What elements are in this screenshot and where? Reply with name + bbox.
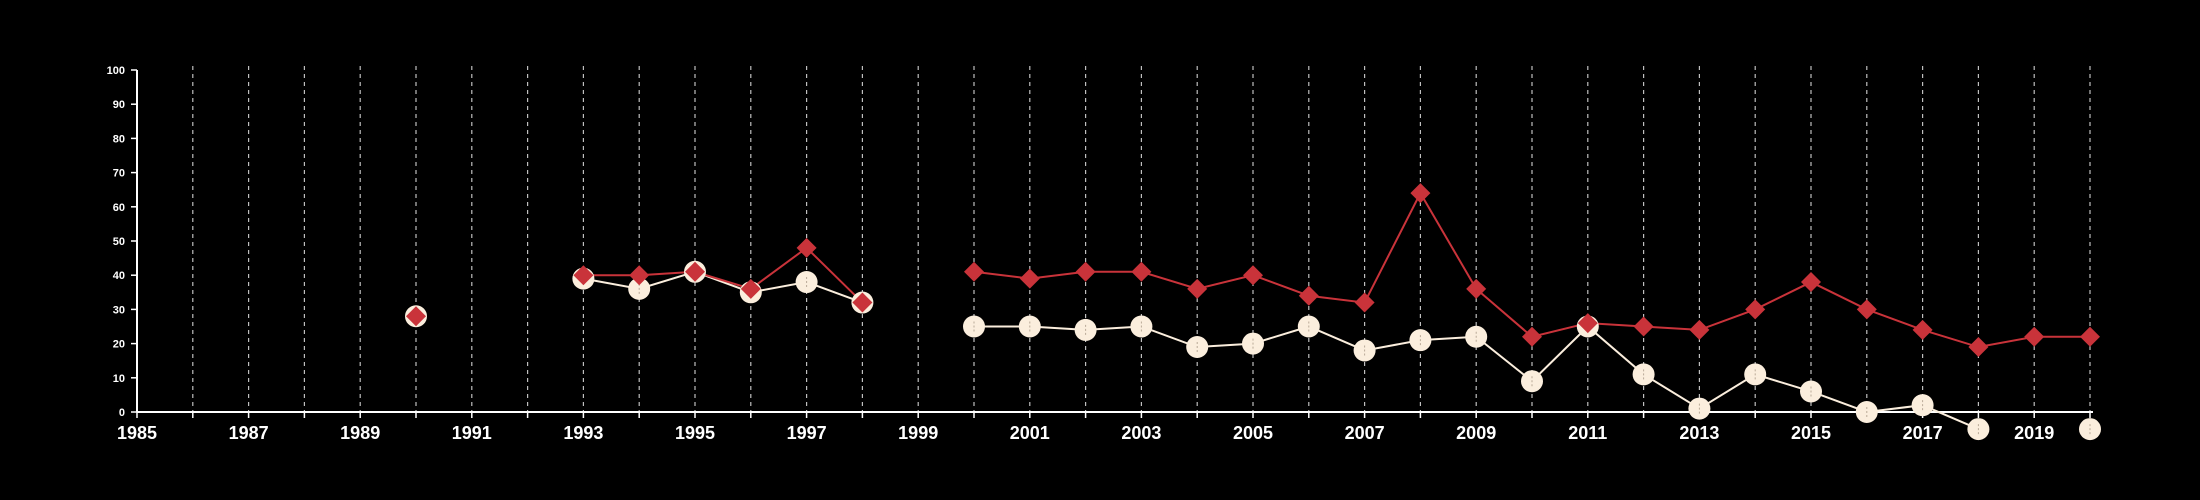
red-series-point [2080, 326, 2100, 347]
red-series-point [1745, 299, 1766, 320]
red-series-point [1187, 278, 1208, 299]
y-tick-label: 70 [113, 168, 125, 180]
x-tick-label: 2013 [1679, 423, 1719, 443]
x-tick-label: 1985 [117, 423, 157, 443]
red-series-point [1801, 272, 1821, 293]
x-tick-label: 1989 [340, 423, 380, 443]
y-tick-label: 90 [113, 99, 125, 111]
red-series-point [1856, 299, 1877, 320]
y-tick-label: 30 [113, 304, 125, 316]
red-series-point [1466, 278, 1487, 299]
x-tick-label: 2001 [1010, 423, 1050, 443]
x-tick-label: 1991 [452, 423, 492, 443]
red-series-point [796, 237, 817, 258]
red-series-point [1131, 261, 1152, 282]
red-series-point [2024, 326, 2045, 347]
x-tick-label: 1993 [563, 423, 603, 443]
y-tick-label: 50 [113, 236, 125, 248]
red-series-point [573, 265, 594, 286]
red-series-point [1019, 268, 1040, 289]
series-markers [405, 183, 2101, 441]
red-series-point [685, 261, 705, 282]
x-tick-label: 1997 [787, 423, 827, 443]
x-tick-label: 2017 [1903, 423, 1943, 443]
y-tick-label: 10 [113, 373, 125, 385]
red-series-point [1075, 261, 1096, 282]
y-tick-label: 100 [107, 65, 125, 77]
ticks: 0 10 20 30 40 50 60 70 80 90 100 1985 1987 1989 1991 19… [107, 65, 2091, 443]
x-tick-label: 1999 [898, 423, 938, 443]
red-series-point [1689, 319, 1710, 340]
red-series-point [740, 278, 761, 299]
x-tick-label: 2009 [1456, 423, 1496, 443]
x-tick-label: 1995 [675, 423, 715, 443]
red-series-point [1243, 265, 1263, 286]
red-series-point [1298, 285, 1319, 306]
y-tick-label: 20 [113, 339, 125, 351]
y-tick-label: 40 [113, 270, 125, 282]
x-tick-label: 2019 [2014, 423, 2054, 443]
red-series-point [1522, 326, 1542, 347]
x-tick-label: 2015 [1791, 423, 1831, 443]
red-series-point [1354, 292, 1375, 313]
red-series-point [1577, 313, 1598, 334]
red-series-point [964, 261, 984, 282]
x-tick-label: 2007 [1345, 423, 1385, 443]
red-series-point [1633, 316, 1654, 337]
x-tick-label: 2003 [1121, 423, 1161, 443]
y-tick-label: 80 [113, 133, 125, 145]
red-series-point [1410, 183, 1431, 204]
y-tick-label: 60 [113, 202, 125, 214]
x-tick-label: 2005 [1233, 423, 1273, 443]
red-series-point [1968, 337, 1989, 358]
red-series-point [852, 292, 873, 313]
red-series-point [406, 306, 426, 327]
red-series-point [1912, 319, 1933, 340]
red-series-point [629, 265, 650, 286]
x-tick-label: 2011 [1568, 423, 1607, 443]
y-tick-label: 0 [119, 407, 125, 419]
x-tick-label: 1987 [229, 423, 269, 443]
